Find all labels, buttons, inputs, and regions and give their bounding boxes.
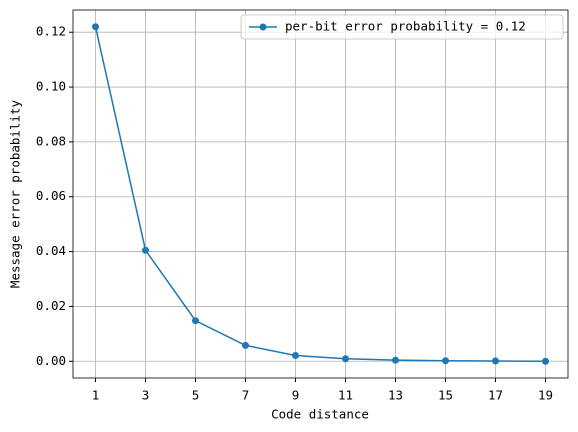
legend-label: per-bit error probability = 0.12 <box>285 19 526 34</box>
data-point <box>342 355 349 363</box>
x-tick-label: 13 <box>388 388 403 403</box>
plot-frame <box>72 9 569 379</box>
x-tick-label: 1 <box>92 388 100 403</box>
data-point <box>542 357 549 365</box>
x-tick-label: 3 <box>142 388 150 403</box>
data-point <box>492 357 499 365</box>
data-point <box>392 356 399 364</box>
y-axis-label: Message error probability <box>8 99 23 288</box>
y-tick-label: 0.02 <box>36 298 66 313</box>
data-point <box>142 246 149 254</box>
y-tick-label: 0.06 <box>36 188 66 203</box>
series-line <box>94 26 546 363</box>
x-tick-label: 11 <box>338 388 353 403</box>
x-tick-label: 19 <box>538 388 553 403</box>
x-tick-label: 17 <box>488 388 503 403</box>
x-tick-label: 5 <box>192 388 200 403</box>
data-point <box>292 352 299 360</box>
x-axis-label: Code distance <box>271 407 369 422</box>
data-point <box>92 23 99 31</box>
data-point <box>442 357 449 365</box>
data-point <box>192 317 199 325</box>
y-tick-label: 0.10 <box>36 79 66 94</box>
legend-box <box>240 14 564 40</box>
legend-marker <box>259 23 267 31</box>
y-tick-label: 0.00 <box>36 353 66 368</box>
y-tick-label: 0.08 <box>36 133 66 148</box>
y-tick-label: 0.04 <box>36 243 66 258</box>
x-tick-label: 9 <box>292 388 300 403</box>
x-tick-label: 7 <box>242 388 250 403</box>
y-tick-label: 0.12 <box>36 24 66 39</box>
x-tick-label: 15 <box>438 388 453 403</box>
data-point <box>242 341 249 349</box>
